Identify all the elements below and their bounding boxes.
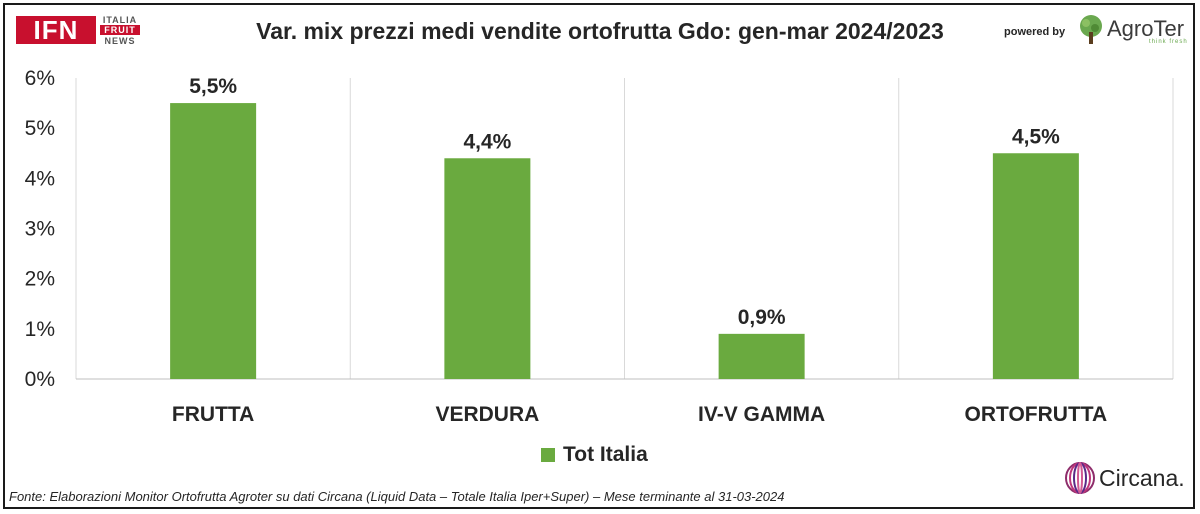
circana-swirl-icon: [1065, 462, 1095, 494]
y-tick-label: 1%: [25, 318, 55, 341]
ifn-logo-mark: IFN: [16, 16, 96, 44]
powered-by-label: powered by: [1004, 26, 1066, 38]
ifn-logo: IFN ITALIA FRUIT NEWS: [16, 14, 140, 50]
category-label: ORTOFRUTTA: [965, 403, 1108, 426]
data-label: 5,5%: [189, 75, 237, 98]
legend-swatch: [541, 448, 555, 462]
y-tick-label: 2%: [25, 268, 55, 291]
y-tick-label: 3%: [25, 218, 55, 241]
category-label: FRUTTA: [172, 403, 254, 426]
y-tick-label: 0%: [25, 368, 55, 391]
agroter-logo: AgroTer think fresh: [1077, 14, 1192, 48]
bar: [444, 158, 531, 379]
ifn-logo-line-fruit: FRUIT: [100, 25, 140, 35]
y-tick-label: 5%: [25, 117, 55, 140]
agroter-name: AgroTer: [1107, 16, 1185, 41]
y-axis: 0% 1% 2% 3% 4% 5% 6%: [25, 67, 55, 391]
legend-label: Tot Italia: [563, 443, 648, 466]
data-labels: 5,5% 4,4% 0,9% 4,5%: [189, 75, 1060, 329]
ifn-logo-line-news: NEWS: [104, 36, 136, 46]
grid-layer: [75, 78, 1174, 380]
category-label: VERDURA: [435, 403, 539, 426]
data-label: 0,9%: [738, 306, 786, 329]
y-tick-label: 4%: [25, 167, 55, 190]
category-label: IV-V GAMMA: [698, 403, 825, 426]
circana-name: Circana.: [1099, 465, 1185, 491]
bar: [170, 103, 257, 379]
chart-title: Var. mix prezzi medi vendite ortofrutta …: [256, 18, 944, 44]
data-label: 4,4%: [463, 130, 511, 153]
source-note: Fonte: Elaborazioni Monitor Ortofrutta A…: [9, 489, 785, 504]
bar: [992, 153, 1079, 379]
ifn-logo-line-italia: ITALIA: [102, 15, 138, 25]
agroter-tagline: think fresh: [1149, 39, 1188, 45]
y-tick-label: 6%: [25, 67, 55, 90]
x-axis: FRUTTA VERDURA IV-V GAMMA ORTOFRUTTA: [172, 403, 1107, 426]
legend: Tot Italia: [541, 443, 648, 467]
tree-icon: [1080, 15, 1102, 44]
circana-logo: Circana.: [1063, 460, 1191, 500]
data-label: 4,5%: [1012, 125, 1060, 148]
bar: [718, 333, 805, 379]
bars: [170, 103, 1079, 379]
